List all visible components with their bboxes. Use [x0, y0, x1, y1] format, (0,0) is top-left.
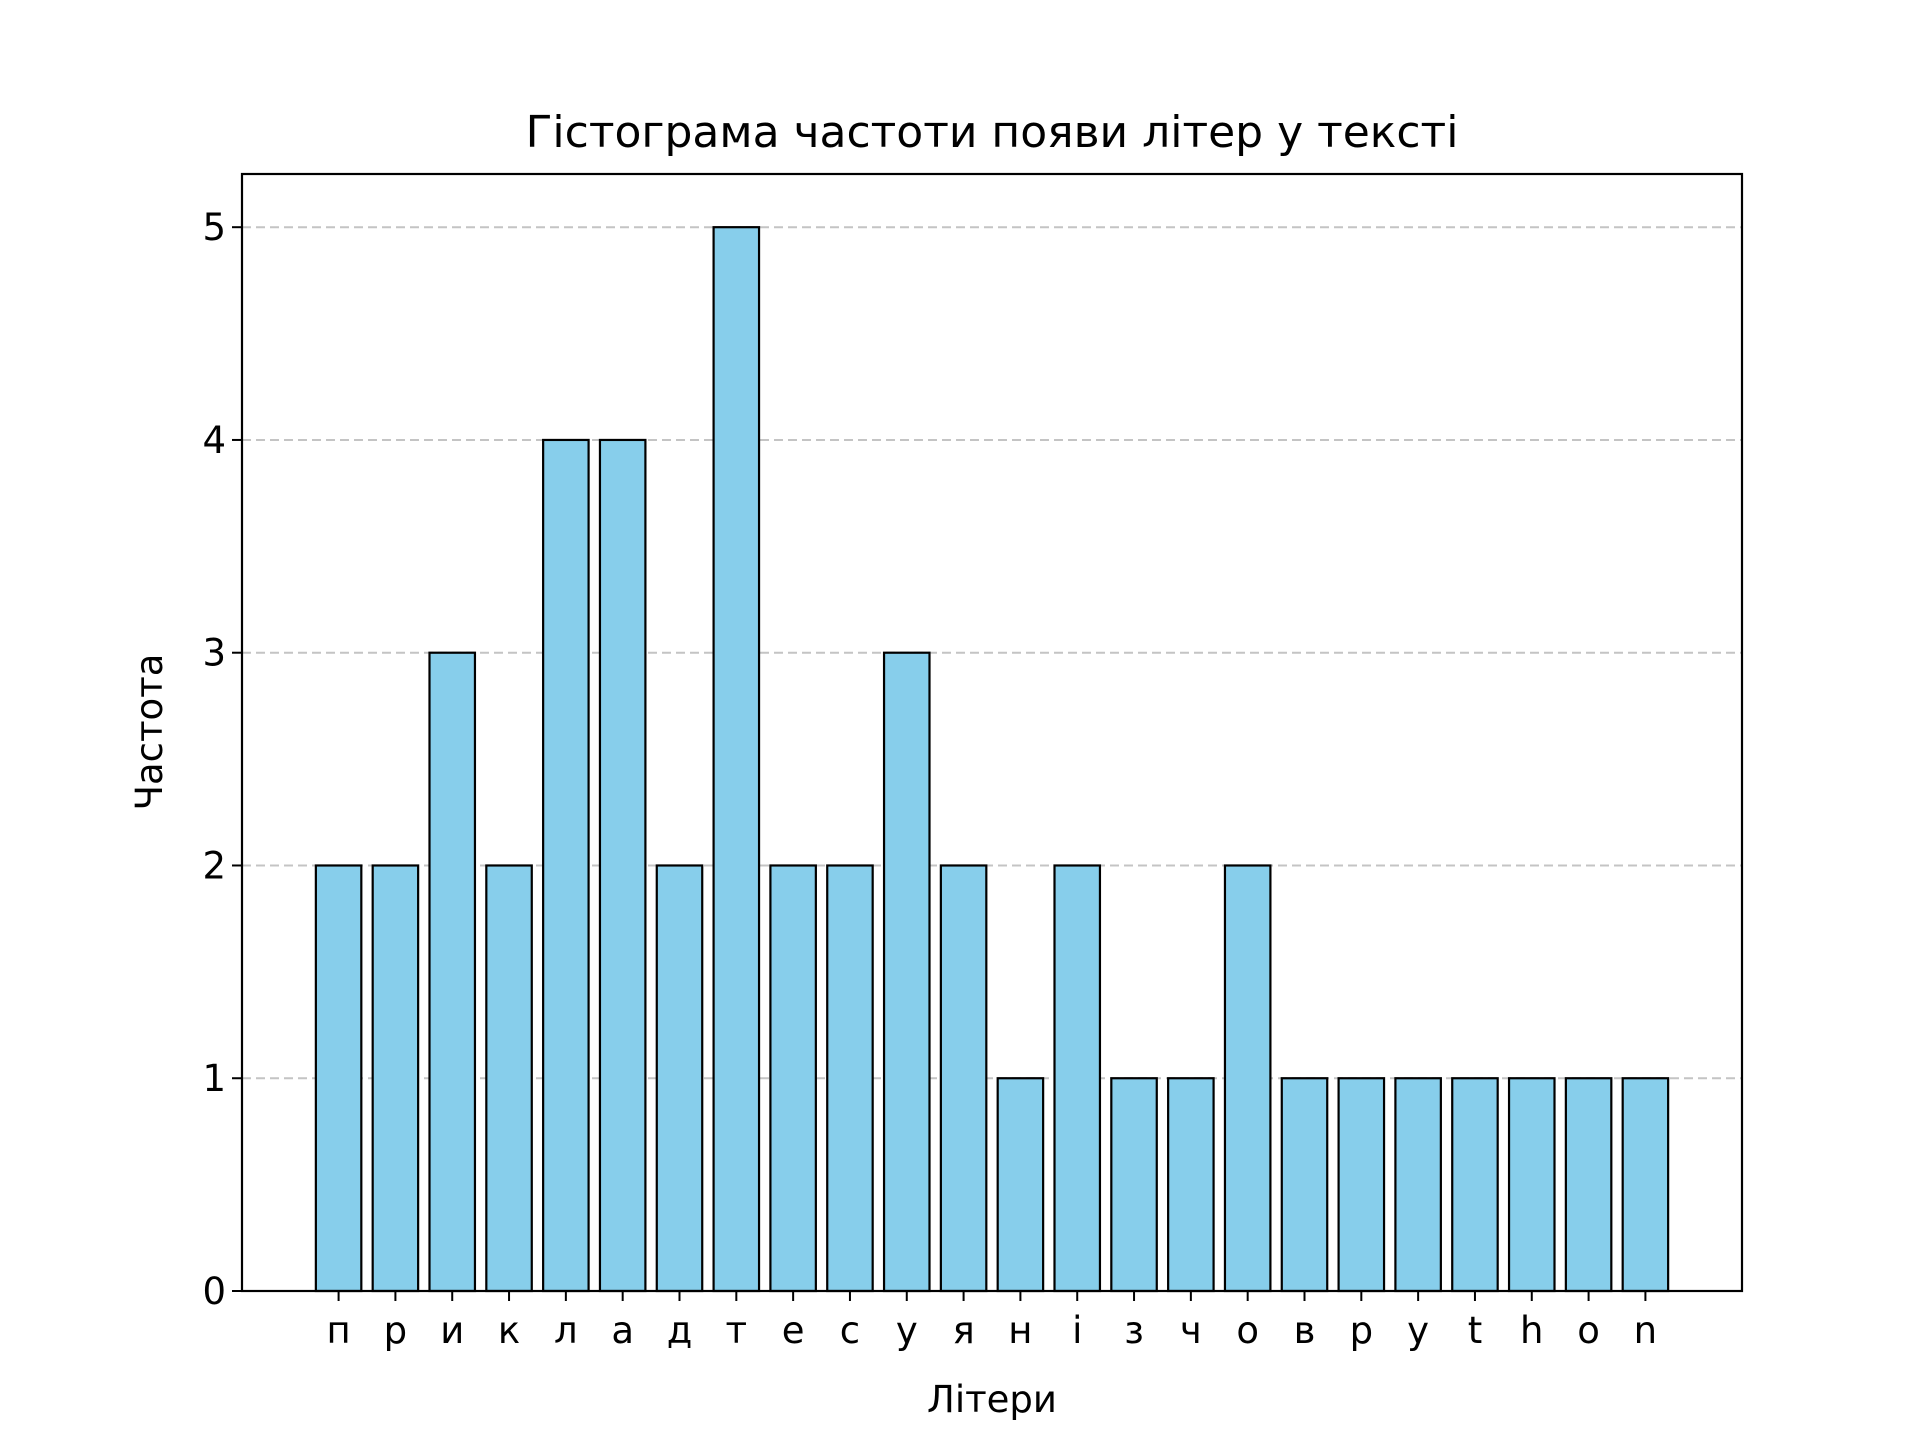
- x-tick-label: к: [498, 1309, 520, 1352]
- x-tick-label: у: [896, 1309, 918, 1352]
- bar: [428, 651, 477, 1293]
- bar: [1451, 1077, 1499, 1293]
- x-tick-label: л: [554, 1309, 578, 1352]
- bar: [314, 864, 363, 1293]
- x-tick-label: y: [1407, 1309, 1429, 1352]
- bar: [1110, 1077, 1158, 1293]
- bar: [542, 438, 590, 1293]
- x-tick-label: ч: [1180, 1309, 1202, 1352]
- bar: [882, 651, 931, 1293]
- chart-title: Гістограма частоти появи літер у тексті: [526, 107, 1459, 158]
- bar: [1167, 1077, 1215, 1293]
- x-tick-label: и: [440, 1309, 464, 1352]
- y-tick-label: 3: [202, 632, 226, 675]
- bar: [1053, 864, 1102, 1293]
- x-tick-label: о: [1236, 1309, 1259, 1352]
- x-tick-label: o: [1577, 1309, 1600, 1352]
- y-tick-label: 5: [202, 206, 226, 249]
- x-tick-label: h: [1520, 1309, 1543, 1352]
- x-tick-label: я: [952, 1309, 974, 1352]
- x-tick-label: p: [1350, 1309, 1374, 1352]
- bar: [1223, 864, 1272, 1293]
- bar: [712, 226, 761, 1293]
- y-axis-ticks: 0 1 2 3 4 5: [202, 206, 242, 1313]
- bar: [996, 1077, 1045, 1293]
- bars: [314, 226, 1670, 1293]
- x-tick-label: з: [1124, 1309, 1144, 1352]
- x-tick-label: р: [384, 1309, 408, 1352]
- x-tick-label: в: [1294, 1309, 1316, 1352]
- plot-frame: [240, 172, 1744, 1293]
- bar: [655, 864, 704, 1293]
- x-tick-label: п: [326, 1309, 350, 1352]
- bar: [939, 864, 988, 1293]
- bar: [1337, 1077, 1386, 1293]
- bar: [1621, 1077, 1670, 1293]
- bar: [769, 864, 817, 1293]
- bar: [371, 864, 420, 1293]
- y-tick-label: 4: [202, 419, 226, 462]
- bar: [598, 438, 647, 1293]
- x-tick-label: н: [1008, 1309, 1032, 1352]
- y-axis-label: Частота: [128, 654, 171, 811]
- bar: [1394, 1077, 1442, 1293]
- x-tick-label: д: [667, 1309, 693, 1352]
- x-tick-label: е: [782, 1309, 805, 1352]
- bar: [485, 864, 533, 1293]
- y-tick-label: 2: [202, 844, 226, 887]
- x-tick-label: n: [1634, 1309, 1657, 1352]
- bar: [1280, 1077, 1329, 1293]
- x-axis-label: Літери: [927, 1378, 1057, 1421]
- y-tick-label: 0: [202, 1270, 226, 1313]
- x-tick-label: а: [611, 1309, 634, 1352]
- x-tick-label: с: [840, 1309, 860, 1352]
- x-tick-label: і: [1072, 1309, 1082, 1352]
- y-tick-label: 1: [202, 1057, 226, 1100]
- x-tick-label: т: [726, 1309, 748, 1352]
- bar: [1507, 1077, 1556, 1293]
- x-tick-label: t: [1468, 1309, 1483, 1352]
- bar: [1564, 1077, 1613, 1293]
- bar: [826, 864, 874, 1293]
